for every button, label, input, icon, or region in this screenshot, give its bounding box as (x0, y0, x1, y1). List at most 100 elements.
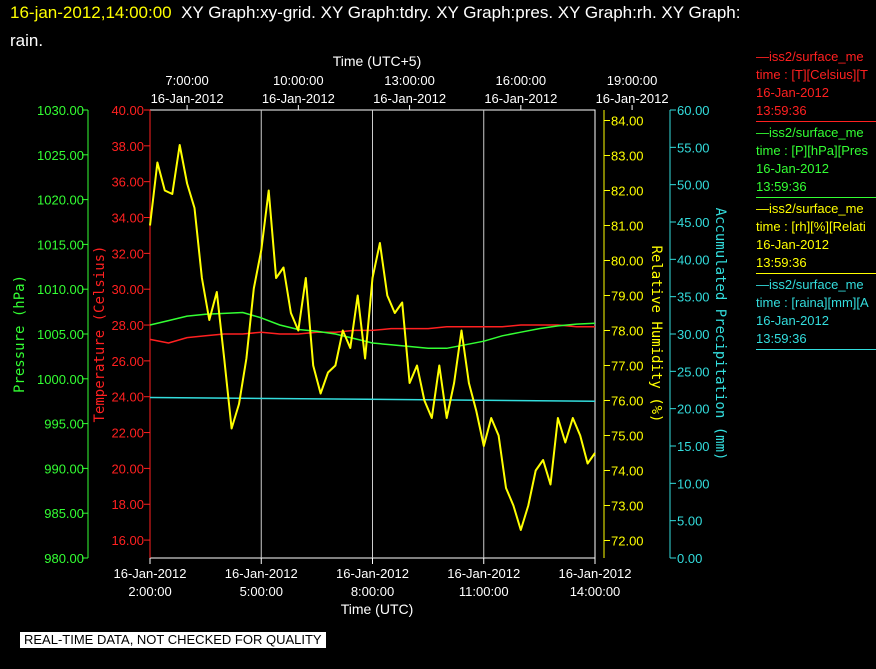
legend-entry-temperature: —iss2/surface_me time : [T][Celsius][T 1… (756, 48, 876, 122)
legend-series-line3: 16-Jan-2012 (756, 161, 829, 176)
pressure-tick-label: 1030.00 (37, 103, 84, 118)
legend-series-line4: 13:59:36 (756, 331, 807, 346)
temperature-tick-label: 26.00 (111, 354, 144, 369)
x-axis-label: Time (UTC) (341, 601, 414, 617)
legend-series-line4: 13:59:36 (756, 255, 807, 270)
legend-series-line1: —iss2/surface_me (756, 201, 864, 216)
x-tick-label-time: 8:00:00 (351, 584, 394, 599)
humidity-series-line (149, 144, 596, 531)
humidity-tick-label: 72.00 (611, 534, 644, 549)
graph-title-continued: rain. (10, 31, 44, 50)
legend-entry-humidity: —iss2/surface_me time : [rh][%][Relati 1… (756, 200, 876, 274)
pressure-tick-label: 1000.00 (37, 372, 84, 387)
x-top-tick-label-date: 16-Jan-2012 (484, 91, 557, 106)
legend-series-line1: —iss2/surface_me (756, 49, 864, 64)
humidity-tick-label: 74.00 (611, 464, 644, 479)
x-tick-label-date: 16-Jan-2012 (447, 566, 520, 581)
legend-entry-pressure: —iss2/surface_me time : [P][hPa][Pres 16… (756, 124, 876, 198)
pressure-series-line (149, 311, 596, 350)
x-tick-label-time: 5:00:00 (240, 584, 283, 599)
precip-tick-label: 55.00 (677, 140, 710, 155)
legend-series-line2: time : [raina][mm][A (756, 295, 869, 310)
humidity-axis-title: Relative Humidity (%) (648, 245, 664, 422)
x-top-tick-label-time: 10:00:00 (273, 73, 324, 88)
temperature-tick-label: 40.00 (111, 103, 144, 118)
humidity-tick-label: 82.00 (611, 184, 644, 199)
x-tick-label-date: 16-Jan-2012 (225, 566, 298, 581)
precip-tick-label: 0.00 (677, 551, 702, 566)
temperature-tick-label: 16.00 (111, 533, 144, 548)
x-tick-label-date: 16-Jan-2012 (559, 566, 632, 581)
humidity-tick-label: 73.00 (611, 499, 644, 514)
x-top-tick-label-date: 16-Jan-2012 (151, 91, 224, 106)
precip-axis-title: Accumulated Precipitation (mm) (712, 208, 728, 461)
precip-tick-label: 10.00 (677, 476, 710, 491)
x-tick-label-time: 2:00:00 (128, 584, 171, 599)
legend-series-line4: 13:59:36 (756, 103, 807, 118)
pressure-tick-label: 1015.00 (37, 237, 84, 252)
precip-tick-label: 60.00 (677, 103, 710, 118)
precip-tick-label: 35.00 (677, 290, 710, 305)
temperature-tick-label: 18.00 (111, 497, 144, 512)
x-top-tick-label-date: 16-Jan-2012 (373, 91, 446, 106)
x-tick-label-time: 14:00:00 (570, 584, 621, 599)
temperature-tick-label: 22.00 (111, 426, 144, 441)
humidity-tick-label: 77.00 (611, 359, 644, 374)
legend-series-line3: 16-Jan-2012 (756, 313, 829, 328)
legend-series-line1: —iss2/surface_me (756, 277, 864, 292)
x-top-tick-label-time: 13:00:00 (384, 73, 435, 88)
pressure-tick-label: 980.00 (44, 551, 84, 566)
precip-tick-label: 45.00 (677, 215, 710, 230)
legend-series-line3: 16-Jan-2012 (756, 237, 829, 252)
pressure-tick-label: 985.00 (44, 506, 84, 521)
temperature-tick-label: 38.00 (111, 139, 144, 154)
temperature-tick-label: 30.00 (111, 282, 144, 297)
humidity-tick-label: 80.00 (611, 254, 644, 269)
x-top-tick-label-date: 16-Jan-2012 (596, 91, 669, 106)
temperature-tick-label: 34.00 (111, 211, 144, 226)
precip-series-line (149, 396, 596, 402)
legend-entry-precip: —iss2/surface_me time : [raina][mm][A 16… (756, 276, 876, 350)
pressure-axis-title: Pressure (hPa) (12, 275, 28, 393)
x-top-axis-label: Time (UTC+5) (333, 53, 422, 69)
temperature-axis-title: Temperature (Celsius) (92, 245, 108, 422)
x-top-tick-label-time: 19:00:00 (607, 73, 658, 88)
x-tick-label-time: 11:00:00 (459, 584, 509, 599)
graph-title: 16-jan-2012,14:00:00 XY Graph:xy-grid. X… (10, 3, 740, 23)
x-top-tick-label-time: 16:00:00 (496, 73, 547, 88)
temperature-tick-label: 28.00 (111, 318, 144, 333)
precip-tick-label: 25.00 (677, 364, 710, 379)
temperature-tick-label: 36.00 (111, 175, 144, 190)
temperature-tick-label: 20.00 (111, 461, 144, 476)
humidity-tick-label: 76.00 (611, 394, 644, 409)
precip-tick-label: 40.00 (677, 252, 710, 267)
legend-series-line1: —iss2/surface_me (756, 125, 864, 140)
humidity-tick-label: 79.00 (611, 289, 644, 304)
legend-series-line2: time : [P][hPa][Pres (756, 143, 868, 158)
pressure-tick-label: 995.00 (44, 417, 84, 432)
precip-tick-label: 30.00 (677, 327, 710, 342)
x-top-tick-label-time: 7:00:00 (165, 73, 208, 88)
humidity-tick-label: 78.00 (611, 324, 644, 339)
temperature-series-line (149, 324, 595, 344)
pressure-tick-label: 990.00 (44, 461, 84, 476)
x-tick-label-date: 16-Jan-2012 (336, 566, 409, 581)
x-tick-label-date: 16-Jan-2012 (114, 566, 187, 581)
humidity-tick-label: 83.00 (611, 149, 644, 164)
temperature-tick-label: 24.00 (111, 390, 144, 405)
quality-disclaimer: REAL-TIME DATA, NOT CHECKED FOR QUALITY (20, 632, 326, 648)
legend-series-line3: 16-Jan-2012 (756, 85, 829, 100)
pressure-tick-label: 1025.00 (37, 148, 84, 163)
precip-tick-label: 50.00 (677, 178, 710, 193)
legend-series-line2: time : [T][Celsius][T (756, 67, 868, 82)
legend-series-line4: 13:59:36 (756, 179, 807, 194)
legend: —iss2/surface_me time : [T][Celsius][T 1… (756, 48, 876, 352)
pressure-tick-label: 1020.00 (37, 193, 84, 208)
precip-tick-label: 5.00 (677, 514, 702, 529)
precip-tick-label: 15.00 (677, 439, 710, 454)
pressure-tick-label: 1005.00 (37, 327, 84, 342)
humidity-tick-label: 84.00 (611, 114, 644, 129)
title-graph-list: XY Graph:xy-grid. XY Graph:tdry. XY Grap… (181, 3, 741, 22)
humidity-tick-label: 81.00 (611, 219, 644, 234)
